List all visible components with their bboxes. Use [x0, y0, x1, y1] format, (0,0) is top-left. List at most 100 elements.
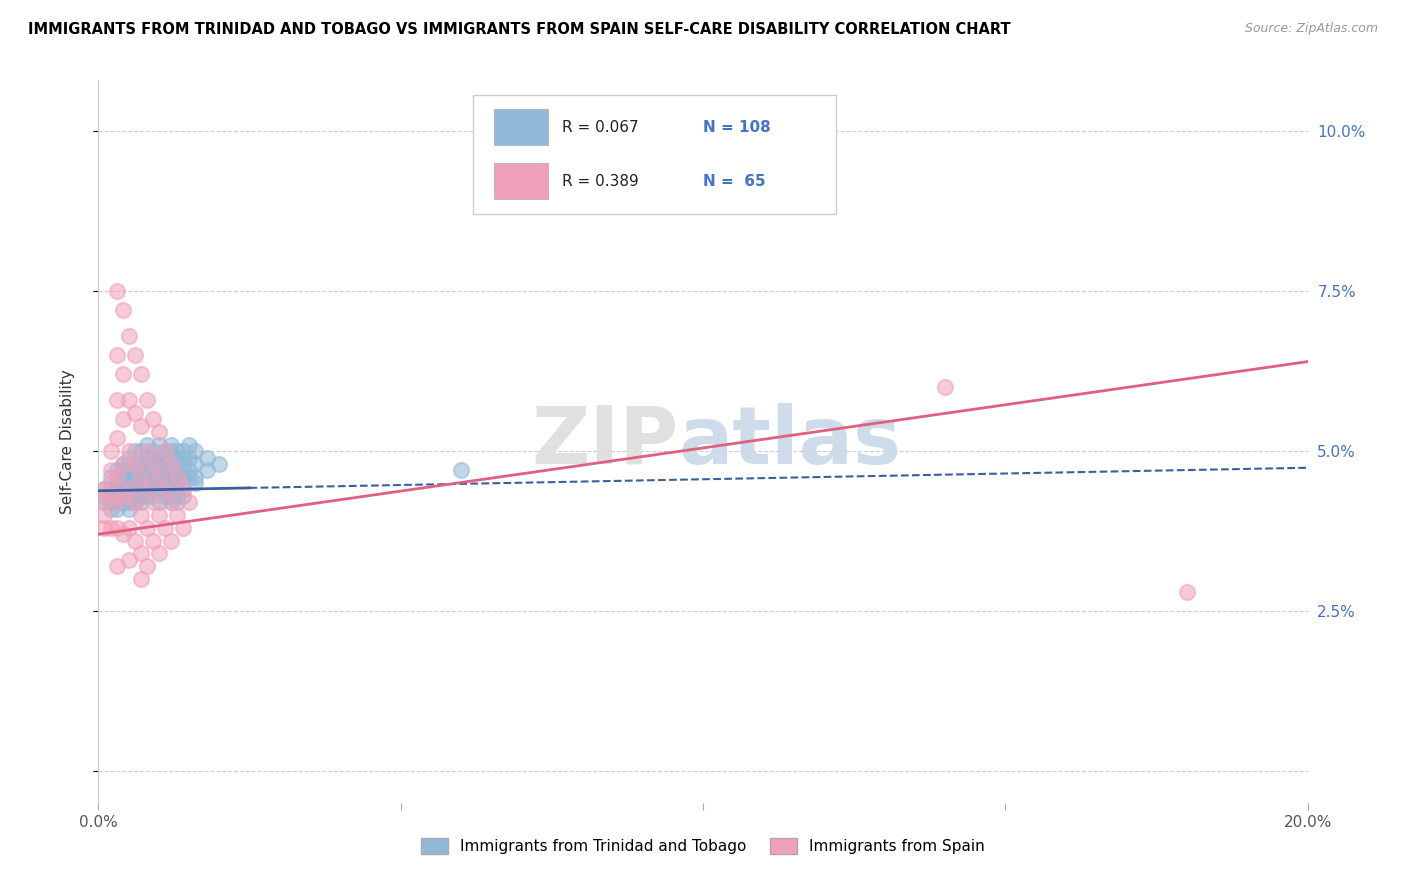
Point [135, 450, 157, 465]
Point [179, 438, 201, 452]
Point [184, 469, 207, 483]
Text: N =  65: N = 65 [703, 174, 766, 189]
Point [135, 438, 157, 452]
Point [105, 501, 128, 516]
Point [135, 489, 157, 503]
Point [105, 489, 128, 503]
Point [135, 469, 157, 483]
FancyBboxPatch shape [494, 109, 548, 145]
Point [118, 495, 141, 509]
Point [111, 412, 134, 426]
Point [135, 483, 157, 497]
Point [135, 392, 157, 407]
Point [166, 483, 188, 497]
Point [129, 572, 152, 586]
Point [135, 476, 157, 491]
Point [105, 495, 128, 509]
Point [160, 533, 183, 548]
Point [100, 489, 122, 503]
Text: Source: ZipAtlas.com: Source: ZipAtlas.com [1244, 22, 1378, 36]
Point [166, 489, 188, 503]
Point [124, 495, 146, 509]
Point [160, 489, 183, 503]
Legend: Immigrants from Trinidad and Tobago, Immigrants from Spain: Immigrants from Trinidad and Tobago, Imm… [415, 832, 991, 860]
Point [118, 476, 141, 491]
Point [111, 457, 134, 471]
Point [129, 418, 152, 433]
Point [100, 476, 122, 491]
Point [105, 392, 128, 407]
Point [129, 463, 152, 477]
Point [118, 450, 141, 465]
Point [129, 444, 152, 458]
Point [142, 483, 165, 497]
Point [172, 463, 194, 477]
Point [166, 450, 188, 465]
Point [129, 483, 152, 497]
Point [148, 495, 170, 509]
Point [124, 476, 146, 491]
Point [111, 476, 134, 491]
Point [153, 521, 176, 535]
Point [1175, 584, 1198, 599]
Point [111, 527, 134, 541]
Point [124, 495, 146, 509]
Point [93, 489, 115, 503]
Point [105, 348, 128, 362]
Text: atlas: atlas [679, 402, 901, 481]
Point [105, 483, 128, 497]
Point [179, 495, 201, 509]
Point [160, 469, 183, 483]
Point [179, 469, 201, 483]
Point [142, 450, 165, 465]
Point [172, 450, 194, 465]
Point [124, 483, 146, 497]
Point [129, 476, 152, 491]
Point [148, 457, 170, 471]
Point [100, 495, 122, 509]
Point [142, 469, 165, 483]
Point [111, 495, 134, 509]
Point [135, 483, 157, 497]
Point [129, 508, 152, 522]
Point [153, 457, 176, 471]
Text: IMMIGRANTS FROM TRINIDAD AND TOBAGO VS IMMIGRANTS FROM SPAIN SELF-CARE DISABILIT: IMMIGRANTS FROM TRINIDAD AND TOBAGO VS I… [28, 22, 1011, 37]
Point [148, 476, 170, 491]
Point [184, 444, 207, 458]
Point [118, 469, 141, 483]
Point [118, 483, 141, 497]
Point [166, 444, 188, 458]
Point [135, 521, 157, 535]
Point [153, 483, 176, 497]
Text: R = 0.389: R = 0.389 [561, 174, 638, 189]
Point [129, 495, 152, 509]
Point [129, 469, 152, 483]
Point [142, 476, 165, 491]
Point [172, 457, 194, 471]
FancyBboxPatch shape [494, 163, 548, 200]
Point [93, 508, 115, 522]
Point [118, 392, 141, 407]
Point [166, 469, 188, 483]
Y-axis label: Self-Care Disability: Self-Care Disability [60, 369, 75, 514]
Point [166, 476, 188, 491]
Point [135, 463, 157, 477]
Point [93, 495, 115, 509]
Point [105, 495, 128, 509]
Point [111, 368, 134, 382]
Point [100, 521, 122, 535]
Point [118, 483, 141, 497]
Point [124, 457, 146, 471]
Point [142, 489, 165, 503]
Point [142, 444, 165, 458]
Text: ZIP: ZIP [531, 402, 679, 481]
Point [118, 553, 141, 567]
Point [118, 463, 141, 477]
Point [172, 444, 194, 458]
Point [142, 533, 165, 548]
Point [160, 444, 183, 458]
Point [105, 559, 128, 574]
Point [135, 559, 157, 574]
Point [166, 508, 188, 522]
Point [111, 483, 134, 497]
